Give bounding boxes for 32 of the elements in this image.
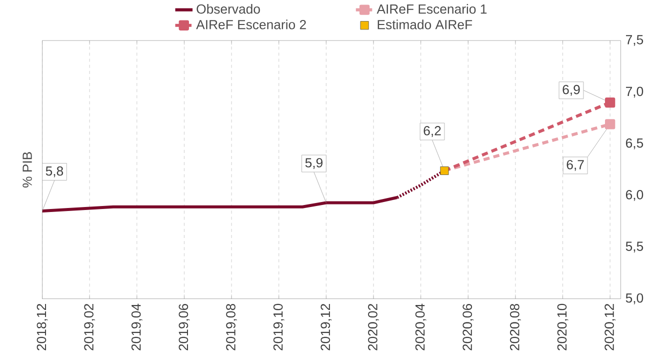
data-label: 5,8 <box>46 166 64 178</box>
y-tick-label: 7,0 <box>626 86 644 98</box>
x-tick-label: 2019,12 <box>320 304 332 350</box>
data-label: 6,7 <box>566 160 584 171</box>
x-tick-label: 2020,12 <box>604 304 616 350</box>
point <box>440 166 449 175</box>
legend-label: Estimado AIReF <box>378 19 472 30</box>
y-tick-label: 5,0 <box>626 293 644 304</box>
x-tick-label: 2020,02 <box>368 304 379 350</box>
y-tick-label: 6,5 <box>626 138 644 150</box>
x-tick-label: 2019,06 <box>178 304 190 350</box>
x-tick-label: 2020,04 <box>415 304 426 350</box>
y-tick-label: 5,5 <box>626 242 644 252</box>
x-tick-label: 2019,04 <box>131 304 142 350</box>
x-tick-label: 2019,08 <box>226 304 237 350</box>
x-tick-label: 2019,10 <box>273 304 284 350</box>
x-tick-label: 2018,12 <box>36 304 48 350</box>
y-tick-label: 6,0 <box>626 190 644 201</box>
data-label: 6,2 <box>424 126 441 137</box>
data-label: 5,9 <box>305 158 323 169</box>
point <box>604 97 616 108</box>
legend-label: AIReF Escenario 1 <box>376 4 487 14</box>
x-tick-label: 2020,10 <box>557 304 568 350</box>
data-label: 6,9 <box>562 84 580 96</box>
legend-label: AIReF Escenario 2 <box>196 19 306 30</box>
point <box>604 118 616 130</box>
x-tick-label: 2020,06 <box>462 304 474 350</box>
x-tick-label: 2020,08 <box>510 304 521 350</box>
legend-label: Observado <box>196 4 260 14</box>
x-tick-label: 2019,02 <box>84 304 96 350</box>
y-tick-label: 7,5 <box>626 35 644 46</box>
y-axis-title: % PIB <box>22 152 32 188</box>
